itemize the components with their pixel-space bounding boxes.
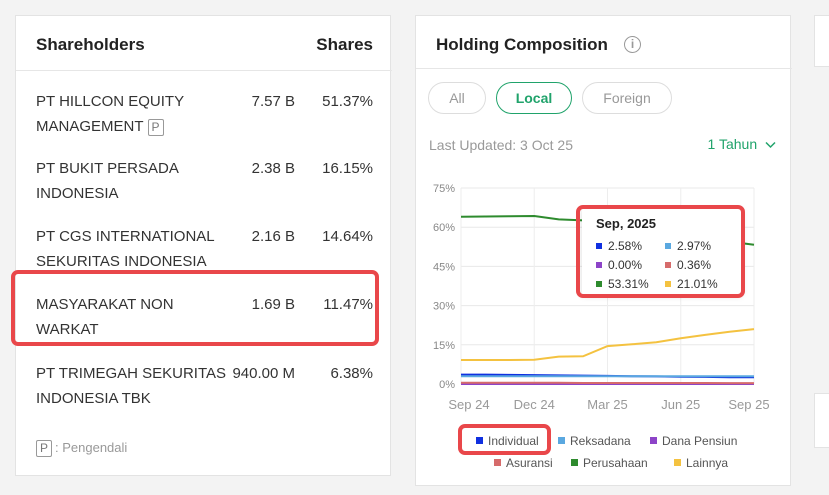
chevron-down-icon xyxy=(765,141,776,149)
y-tick-label: 45% xyxy=(433,261,455,273)
tooltip-item-individual: 2.58% xyxy=(596,239,642,253)
legend-item-dana-pensiun[interactable]: Dana Pensiun xyxy=(650,434,737,448)
shareholder-name: PT TRIMEGAH SEKURITAS INDONESIA TBK xyxy=(36,365,227,407)
side-card xyxy=(814,393,829,448)
y-tick-label: 60% xyxy=(433,222,455,234)
tab-local[interactable]: Local xyxy=(496,82,572,114)
holding-title: Holding Composition xyxy=(436,35,608,54)
controller-badge: P xyxy=(36,440,53,458)
shareholder-shares: 2.38 B xyxy=(251,160,295,177)
shareholder-percent: 16.15% xyxy=(322,160,373,177)
shareholder-percent: 14.64% xyxy=(322,228,373,245)
y-tick-label: 0% xyxy=(439,379,455,391)
tooltip-title: Sep, 2025 xyxy=(596,216,656,231)
legend-item-lainnya[interactable]: Lainnya xyxy=(674,456,728,470)
shares-column-header: Shares xyxy=(316,35,373,54)
tab-all[interactable]: All xyxy=(428,82,486,114)
shareholders-card: Shareholders Shares PT HILLCON EQUITY MA… xyxy=(15,15,392,476)
shareholder-shares: 940.00 M xyxy=(232,365,295,382)
divider xyxy=(416,68,792,69)
x-tick-label: Mar 25 xyxy=(587,397,627,412)
chart-tooltip: Sep, 2025 2.58% 2.97% 0.00% 0.36% 53.31%… xyxy=(582,209,742,295)
holding-composition-card: Holding Composition i All Local Foreign … xyxy=(415,15,792,486)
period-label: 1 Tahun xyxy=(707,136,758,152)
x-tick-label: Jun 25 xyxy=(661,397,700,412)
x-tick-label: Sep 25 xyxy=(728,397,769,412)
shareholder-name: PT BUKIT PERSADA INDONESIA xyxy=(36,160,178,202)
x-tick-label: Sep 24 xyxy=(448,397,489,412)
shareholder-shares: 7.57 B xyxy=(251,93,295,110)
legend-swatch xyxy=(650,437,657,445)
legend-swatch xyxy=(596,261,602,268)
legend-swatch xyxy=(494,459,501,467)
tooltip-item-asuransi: 0.36% xyxy=(665,258,711,272)
controller-legend-text: : Pengendali xyxy=(55,440,128,455)
shareholders-header: Shareholders Shares xyxy=(16,16,392,71)
last-updated: Last Updated: 3 Oct 25 xyxy=(429,137,573,153)
legend-item-perusahaan[interactable]: Perusahaan xyxy=(571,456,648,470)
controller-badge: P xyxy=(147,118,164,136)
tooltip-item-lainnya: 21.01% xyxy=(665,277,718,291)
legend-item-reksadana[interactable]: Reksadana xyxy=(558,434,631,448)
shareholder-percent: 51.37% xyxy=(322,93,373,110)
shareholder-name: PT CGS INTERNATIONAL SEKURITAS INDONESIA xyxy=(36,228,215,270)
y-tick-label: 30% xyxy=(433,301,455,313)
tooltip-item-perusahaan: 53.31% xyxy=(596,277,649,291)
legend-swatch xyxy=(476,437,483,445)
x-tick-label: Dec 24 xyxy=(514,397,555,412)
legend-swatch xyxy=(596,280,602,287)
legend-swatch xyxy=(674,459,681,467)
legend-item-asuransi[interactable]: Asuransi xyxy=(494,456,553,470)
legend-item-individual[interactable]: Individual xyxy=(476,434,539,448)
side-card xyxy=(814,15,829,67)
shareholder-percent: 6.38% xyxy=(330,365,373,382)
legend-swatch xyxy=(596,242,602,249)
y-tick-label: 75% xyxy=(433,183,455,195)
tooltip-item-reksadana: 2.97% xyxy=(665,239,711,253)
legend-swatch xyxy=(665,261,671,268)
legend-swatch xyxy=(571,459,578,467)
series-line-lainnya xyxy=(461,328,755,361)
shareholder-shares: 1.69 B xyxy=(251,296,295,313)
legend-swatch xyxy=(665,242,671,249)
shareholder-shares: 2.16 B xyxy=(251,228,295,245)
tab-foreign[interactable]: Foreign xyxy=(582,82,672,114)
controller-legend: P: Pengendali xyxy=(36,440,128,458)
shareholders-title: Shareholders xyxy=(36,35,145,54)
period-select[interactable]: 1 Tahun xyxy=(708,136,776,152)
legend-swatch xyxy=(665,280,671,287)
tooltip-item-dana-pensiun: 0.00% xyxy=(596,258,642,272)
legend-swatch xyxy=(558,437,565,445)
shareholder-name: MASYARAKAT NON WARKAT xyxy=(36,296,174,338)
shareholder-name: PT HILLCON EQUITY MANAGEMENT P xyxy=(36,93,184,136)
shareholder-percent: 11.47% xyxy=(323,296,373,313)
info-icon[interactable]: i xyxy=(624,36,641,53)
y-tick-label: 15% xyxy=(433,340,455,352)
